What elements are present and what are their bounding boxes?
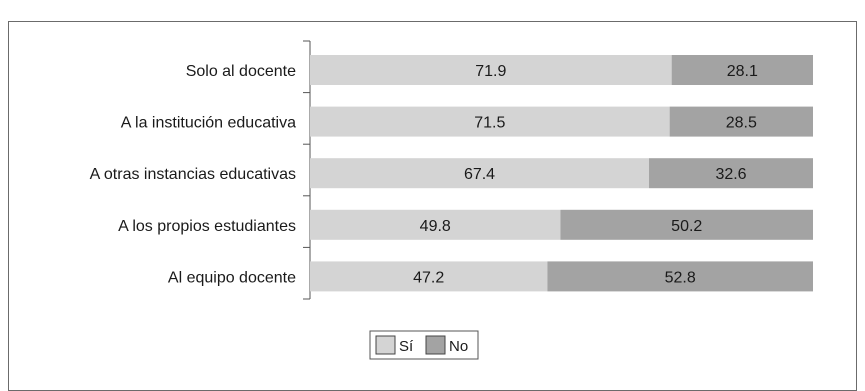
data-label: 52.8 — [665, 269, 696, 286]
bar-segment-no — [547, 261, 813, 292]
category-label: Al equipo docente — [168, 269, 296, 286]
legend-swatch-si — [375, 335, 396, 355]
bar-segment-si — [310, 55, 672, 85]
bar-segment-si — [310, 261, 548, 292]
data-label: 49.8 — [420, 218, 451, 235]
data-label: 32.6 — [715, 166, 746, 183]
bar-segment-no — [560, 209, 813, 240]
category-label: A la institución educativa — [121, 115, 296, 132]
legend-label-si: Sí — [399, 338, 414, 355]
bar-segment-no — [669, 106, 813, 137]
data-label: 67.4 — [464, 166, 495, 183]
data-label: 28.1 — [727, 63, 758, 80]
bar-segment-no — [649, 158, 813, 189]
bar-segment-si — [310, 158, 650, 189]
category-label: A los propios estudiantes — [118, 218, 296, 235]
data-label: 71.9 — [475, 63, 506, 80]
category-label: Solo al docente — [186, 63, 296, 80]
bar-segment-si — [310, 106, 670, 137]
bar-segment-si — [310, 209, 561, 240]
data-label: 71.5 — [474, 115, 505, 132]
legend-swatch-no — [425, 335, 446, 355]
category-label: A otras instancias educativas — [90, 166, 296, 183]
bar-segment-no — [671, 55, 813, 85]
data-label: 50.2 — [671, 218, 702, 235]
data-label: 28.5 — [726, 115, 757, 132]
stacked-bar-chart: Solo al docente 71.9 28.1 A la institución … — [90, 40, 813, 360]
data-label: 47.2 — [413, 269, 444, 286]
legend-label-no: No — [449, 338, 468, 355]
